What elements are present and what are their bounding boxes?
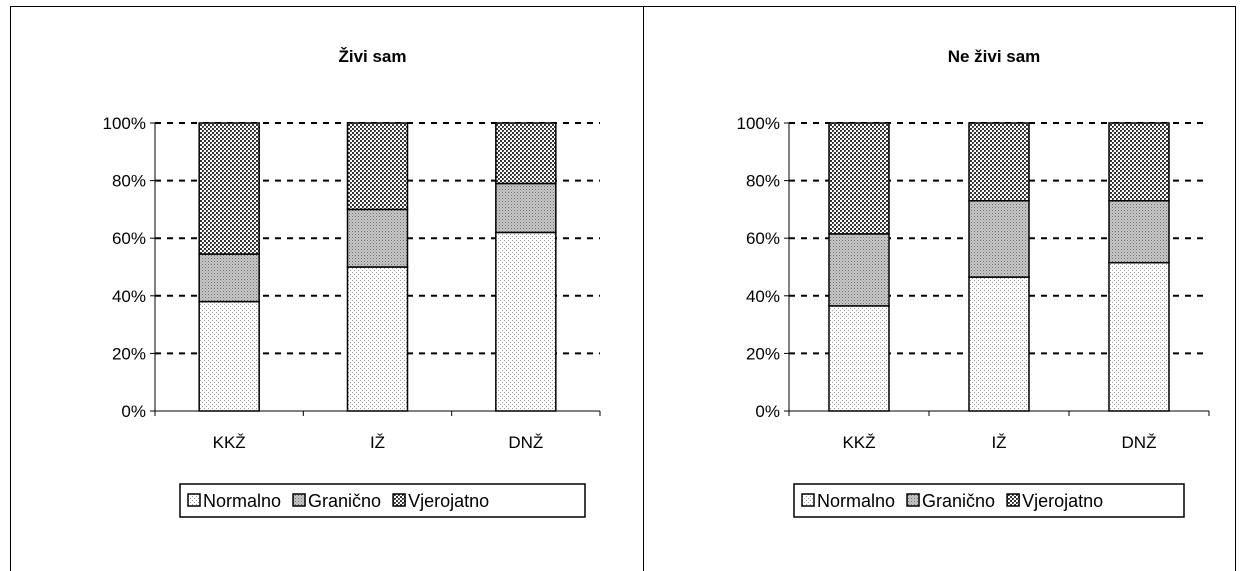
y-tick-label: 40% — [112, 287, 146, 306]
bar-vjerojatno-kkž — [828, 122, 890, 235]
bar-vjerojatno-iž — [346, 122, 409, 211]
bar-granično-kkž — [828, 233, 890, 307]
y-tick-label: 100% — [737, 114, 780, 133]
legend-box — [179, 483, 586, 518]
legend-box — [793, 483, 1185, 518]
legend-swatch-granično — [292, 493, 306, 507]
y-tick-label: 0% — [121, 402, 146, 421]
chart-panel-right: Ne živi sam 0% 20% 40% 60% 80% 100% KKŽ IŽ DNŽ Nor… — [737, 47, 1210, 518]
bar-normalno-kkž — [198, 300, 260, 412]
bar-granično-iž — [346, 208, 409, 268]
bar-vjerojatno-kkž — [198, 122, 260, 255]
bar-granično-kkž — [198, 253, 260, 303]
y-tick-label: 80% — [112, 172, 146, 191]
x-tick-label: IŽ — [991, 433, 1006, 452]
legend-label-normalno: Normalno — [817, 491, 895, 511]
bar-granično-dnž — [495, 182, 557, 234]
y-tick-label: 0% — [755, 402, 780, 421]
x-tick-label: DNŽ — [508, 433, 543, 452]
x-tick-label: KKŽ — [842, 433, 875, 452]
bar-normalno-dnž — [495, 231, 557, 412]
y-tick-label: 60% — [112, 229, 146, 248]
legend-swatch-normalno — [187, 493, 201, 507]
legend-swatch-vjerojatno — [1006, 493, 1020, 507]
bar-normalno-dnž — [1108, 261, 1170, 412]
panel-divider — [643, 6, 644, 571]
legend-swatch-normalno — [801, 493, 815, 507]
y-tick-label: 20% — [112, 344, 146, 363]
y-tick-label: 60% — [746, 229, 780, 248]
legend-label-vjerojatno: Vjerojatno — [408, 491, 489, 511]
bar-granično-iž — [968, 200, 1030, 278]
x-tick-label: KKŽ — [213, 433, 246, 452]
bar-vjerojatno-dnž — [495, 122, 557, 185]
bar-normalno-iž — [968, 276, 1030, 412]
bar-vjerojatno-dnž — [1108, 122, 1170, 202]
chart-panel-left: Živi sam 0% 20% 40% 60% 80% 100% KKŽ IŽ DNŽ Normal… — [103, 47, 601, 518]
bar-normalno-iž — [346, 266, 409, 412]
legend-label-vjerojatno: Vjerojatno — [1022, 491, 1103, 511]
bar-granično-dnž — [1108, 200, 1170, 264]
y-tick-label: 40% — [746, 287, 780, 306]
x-tick-label: IŽ — [370, 433, 385, 452]
legend: Normalno Granično Vjerojatno — [179, 483, 586, 518]
legend-swatch-vjerojatno — [392, 493, 406, 507]
legend-label-normalno: Normalno — [203, 491, 281, 511]
y-tick-label: 100% — [103, 114, 146, 133]
chart-title: Živi sam — [338, 47, 406, 66]
y-tick-label: 20% — [746, 344, 780, 363]
y-tick-label: 80% — [746, 172, 780, 191]
legend-label-granično: Granično — [308, 491, 381, 511]
bar-normalno-kkž — [828, 305, 890, 412]
chart-title: Ne živi sam — [948, 47, 1041, 66]
figure-frame — [10, 6, 1236, 571]
legend-swatch-granično — [906, 493, 920, 507]
legend-label-granično: Granično — [922, 491, 995, 511]
legend: Normalno Granično Vjerojatno — [793, 483, 1185, 518]
bar-vjerojatno-iž — [968, 122, 1030, 202]
x-tick-label: DNŽ — [1122, 433, 1157, 452]
